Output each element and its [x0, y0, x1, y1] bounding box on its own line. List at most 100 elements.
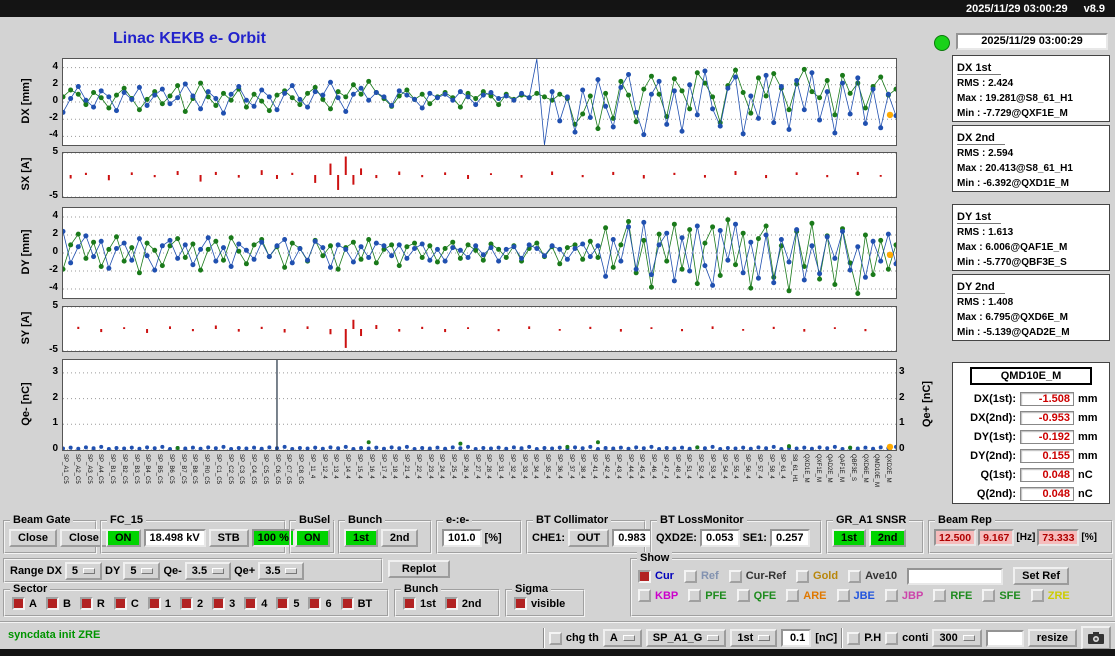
bunch-1st-button[interactable]: 1st: [344, 529, 378, 547]
range-qem-select[interactable]: 3.5: [184, 562, 232, 580]
beam-gate-close2-button[interactable]: Close: [59, 529, 108, 547]
show-ave10-checkbox[interactable]: Ave10: [848, 569, 897, 583]
conti-checkbox[interactable]: conti: [885, 631, 928, 645]
y-tick-label: -4: [49, 129, 58, 141]
ph-checkbox[interactable]: P.H: [847, 631, 881, 645]
show-gold-checkbox[interactable]: Gold: [796, 569, 838, 583]
show-ref-checkbox[interactable]: Ref: [683, 569, 719, 583]
y-tick-label: 5: [52, 146, 58, 157]
fc15-kv-value: 18.498 kV: [143, 529, 206, 547]
che1-out-button[interactable]: OUT: [568, 529, 610, 547]
checkbox-indicator: [79, 597, 93, 610]
sx-chart-svg: [63, 152, 896, 198]
x-axis-label: SP_A3_C5: [85, 454, 92, 484]
bunch-2nd-button[interactable]: 2nd: [380, 529, 419, 547]
resize-button[interactable]: resize: [1027, 629, 1077, 647]
qmd-row-value: 0.048: [1020, 486, 1074, 501]
bunch-1st-checkbox[interactable]: 1st: [403, 597, 436, 610]
y-tick-label: -5: [49, 190, 58, 201]
range-qep-select[interactable]: 3.5: [258, 562, 305, 580]
dropdown-indicator-icon: [141, 568, 154, 574]
fc15-on-button[interactable]: ON: [106, 529, 141, 547]
bottom-bar: syncdata init ZRE chg th A SP_A1_G 1st 0…: [0, 621, 1115, 650]
fc15-stb-button[interactable]: STB: [208, 529, 249, 547]
x-axis-label: SP_C4_C5: [250, 454, 257, 485]
sector-a-select[interactable]: A: [602, 629, 642, 647]
x-axis-label: SP_48_4: [673, 454, 680, 479]
x-axis-label: SP_58_4: [767, 454, 774, 479]
qmd-row-label: Q(1st):: [980, 468, 1016, 481]
show-sfe-checkbox[interactable]: SFE: [982, 589, 1021, 602]
x-axis-label: SP_55_4: [732, 454, 739, 479]
show-zre-checkbox[interactable]: ZRE: [1030, 589, 1070, 602]
busel-on-button[interactable]: ON: [295, 529, 330, 547]
bottom-strip: [0, 649, 1115, 656]
chg-th-checkbox[interactable]: chg th: [548, 631, 599, 645]
beam-rep-hz-unit: [Hz]: [1016, 532, 1036, 543]
che1-label: CHE1:: [532, 532, 566, 544]
bunch-1st-select[interactable]: 1st: [730, 629, 778, 647]
interval-select[interactable]: 300: [932, 629, 982, 647]
sigma-group: Sigma visible: [505, 583, 585, 617]
sector-4-checkbox[interactable]: 4: [244, 597, 267, 610]
show-rfe-checkbox[interactable]: RFE: [933, 589, 972, 602]
x-axis-label: SP_54_4: [720, 454, 727, 479]
x-axis-label: SP_51_4: [685, 454, 692, 479]
sigma-visible-checkbox[interactable]: visible: [514, 597, 565, 610]
separator: [841, 628, 844, 648]
sector-5-checkbox[interactable]: 5: [276, 597, 299, 610]
bunch-2nd-checkbox[interactable]: 2nd: [444, 597, 481, 610]
range-dy-select[interactable]: 5: [123, 562, 161, 580]
set-ref-input[interactable]: [907, 567, 1004, 585]
qmd-row: Q(1st): 0.048 nC: [953, 465, 1109, 484]
gr-a1-2nd-button[interactable]: 2nd: [868, 529, 907, 547]
show-jbe-checkbox[interactable]: JBE: [836, 589, 875, 602]
x-axis-label: QAF1E_M: [838, 454, 845, 483]
y-tick-label-right: 3: [899, 365, 905, 377]
qmd-row-unit: mm: [1078, 392, 1098, 405]
page-title: Linac KEKB e- Orbit: [113, 30, 266, 47]
qmd-row: DY(2nd): 0.155 mm: [953, 446, 1109, 465]
interval-input[interactable]: [985, 629, 1024, 647]
range-dy-label: DY: [105, 565, 121, 577]
show-pfe-checkbox[interactable]: PFE: [688, 589, 727, 602]
dx-plot: [60, 58, 899, 146]
screenshot-button[interactable]: [1081, 626, 1111, 650]
show-cur-checkbox[interactable]: Cur: [638, 569, 674, 583]
checkbox-label: Cur: [655, 570, 674, 582]
checkbox-indicator: [444, 597, 458, 610]
show-are-checkbox[interactable]: ARE: [786, 589, 827, 602]
sy-plot: [62, 306, 897, 352]
checkbox-indicator: [848, 569, 862, 583]
x-axis-label: SP_22_4: [414, 454, 421, 479]
sector-1-checkbox[interactable]: 1: [147, 597, 171, 610]
x-axis-label: SP_47_4: [661, 454, 668, 479]
gr-a1-1st-button[interactable]: 1st: [832, 529, 866, 547]
sector-6-checkbox[interactable]: 6: [308, 597, 332, 610]
show-kbp-checkbox[interactable]: KBP: [638, 589, 678, 602]
sector-bt-checkbox[interactable]: BT: [340, 597, 372, 610]
dy-axis-label: DY [mm]: [20, 229, 32, 275]
replot-button[interactable]: Replot: [388, 560, 450, 578]
show-qfe-checkbox[interactable]: QFE: [736, 589, 776, 602]
beam-gate-close1-button[interactable]: Close: [9, 529, 57, 547]
sector-b-checkbox[interactable]: B: [45, 597, 71, 610]
fc15-group: FC_15 ON 18.498 kV STB 100 %: [100, 514, 295, 554]
sector-a-checkbox[interactable]: A: [12, 597, 37, 610]
set-ref-button[interactable]: Set Ref: [1013, 567, 1070, 585]
show-cur-ref-checkbox[interactable]: Cur-Ref: [728, 569, 786, 583]
sector-3-checkbox[interactable]: 3: [212, 597, 235, 610]
sector-2-checkbox[interactable]: 2: [179, 597, 203, 610]
checkbox-indicator: [796, 569, 810, 583]
show-jbp-checkbox[interactable]: JBP: [884, 589, 923, 602]
range-dx-select[interactable]: 5: [64, 562, 103, 580]
checkbox-label: JBE: [853, 589, 875, 602]
qmd-row-label: DY(2nd):: [970, 449, 1016, 462]
busel-title: BuSel: [296, 514, 334, 527]
qxd2e-value: 0.053: [699, 529, 740, 547]
checkbox-label: A: [29, 597, 37, 610]
camera-icon: [1088, 632, 1104, 644]
sector-r-checkbox[interactable]: R: [79, 597, 105, 610]
sector-c-checkbox[interactable]: C: [113, 597, 139, 610]
sp-a1-g-select[interactable]: SP_A1_G: [645, 629, 727, 647]
